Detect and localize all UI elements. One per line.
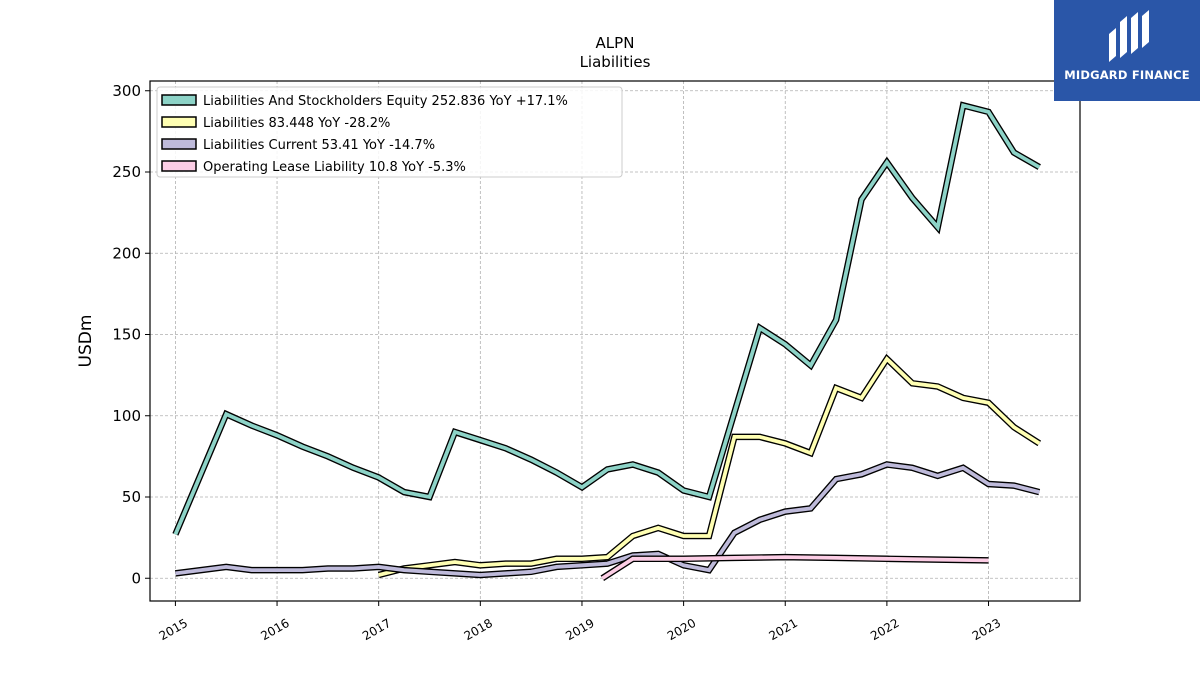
y-tick-label: 100 <box>112 407 141 425</box>
y-tick-label: 150 <box>112 326 141 344</box>
series-line <box>175 462 1040 577</box>
y-tick-label: 50 <box>122 488 141 506</box>
x-tick-label: 2023 <box>970 616 1003 643</box>
legend-swatch <box>161 94 197 106</box>
legend-entry: Liabilities 83.448 YoY -28.2% <box>203 116 390 131</box>
midgard-logo-icon <box>1109 10 1149 62</box>
x-tick-label: 2022 <box>868 616 901 643</box>
x-tick-label: 2018 <box>462 616 495 643</box>
x-tick-label: 2021 <box>767 616 800 643</box>
brand-logo: MIDGARD FINANCE <box>1054 0 1200 101</box>
legend-entry: Operating Lease Liability 10.8 YoY -5.3% <box>203 160 466 175</box>
legend-entry: Liabilities Current 53.41 YoY -14.7% <box>203 138 435 153</box>
plot-frame <box>149 80 1081 602</box>
series-lines <box>172 101 1042 582</box>
chart-subtitle: Liabilities <box>580 53 651 71</box>
legend: Liabilities And Stockholders Equity 252.… <box>156 86 623 178</box>
series-line <box>378 355 1041 577</box>
x-tick-label: 2016 <box>258 616 291 643</box>
legend-entry: Liabilities And Stockholders Equity 252.… <box>203 94 568 109</box>
y-tick-label: 0 <box>131 569 141 587</box>
legend-swatch <box>161 138 197 150</box>
x-tick-label: 2015 <box>157 616 190 643</box>
legend-swatch <box>161 160 197 172</box>
y-axis-label: USDm <box>76 315 96 368</box>
y-tick-label: 300 <box>112 82 141 100</box>
legend-swatch <box>161 116 197 128</box>
y-tick-label: 200 <box>112 244 141 262</box>
legend-box <box>156 86 623 178</box>
series-line <box>601 555 989 580</box>
series-outline <box>377 353 1042 579</box>
x-tick-label: 2020 <box>665 616 698 643</box>
x-tick-label: 2017 <box>360 616 393 643</box>
y-tick-label: 250 <box>112 163 141 181</box>
series-line <box>173 103 1041 536</box>
chart-title: ALPN <box>596 34 635 52</box>
x-tick-label: 2019 <box>563 616 596 643</box>
brand-name: MIDGARD FINANCE <box>1064 68 1190 82</box>
